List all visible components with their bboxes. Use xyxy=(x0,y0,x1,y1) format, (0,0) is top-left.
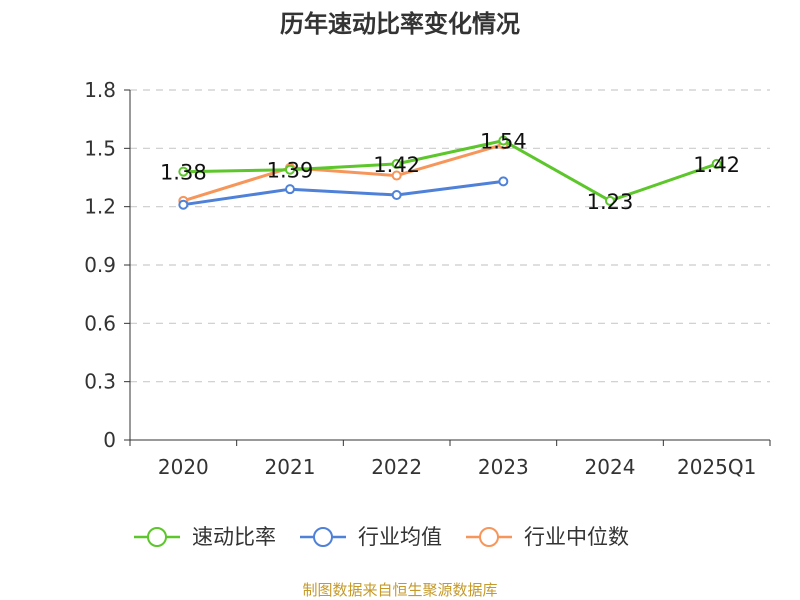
x-tick-label: 2024 xyxy=(585,455,636,479)
legend-item-1[interactable]: 速动比率 xyxy=(134,525,276,549)
y-tick-label: 0.9 xyxy=(84,253,116,277)
legend[interactable]: 速动比率 行业均值 行业中位数 xyxy=(134,525,629,549)
legend-marker xyxy=(479,527,499,547)
x-tick-label: 2020 xyxy=(158,455,209,479)
data-point[interactable] xyxy=(285,164,295,175)
data-point[interactable] xyxy=(605,195,615,206)
data-label: 1.38 xyxy=(160,161,207,185)
y-tick-label: 0 xyxy=(103,428,116,452)
legend-label: 行业中位数 xyxy=(524,525,629,549)
legend-marker xyxy=(313,527,333,547)
source-footer: 制图数据来自恒生聚源数据库 xyxy=(302,581,497,599)
chart-title: 历年速动比率变化情况 xyxy=(280,10,520,38)
y-tick-label: 1.8 xyxy=(84,78,116,102)
data-point[interactable] xyxy=(391,158,402,169)
data-label: 1.39 xyxy=(267,159,314,183)
x-tick-label: 2022 xyxy=(371,455,422,479)
data-label: 1.42 xyxy=(693,153,740,177)
legend-item-3[interactable]: 行业中位数 xyxy=(466,525,629,549)
data-point[interactable] xyxy=(391,170,402,181)
y-tick-label: 1.5 xyxy=(84,136,116,160)
y-tick-label: 0.6 xyxy=(84,311,116,335)
y-tick-label: 0.3 xyxy=(84,370,116,394)
data-labels: 1.38 1.39 1.42 1.54 1.23 1.42 xyxy=(160,130,740,214)
y-tick-label: 1.2 xyxy=(84,195,116,219)
x-tick-label: 2023 xyxy=(478,455,529,479)
data-label: 1.54 xyxy=(480,130,527,154)
data-label: 1.23 xyxy=(587,190,634,214)
data-point[interactable] xyxy=(711,158,722,169)
data-point[interactable] xyxy=(391,190,402,200)
series-layer xyxy=(178,135,722,210)
series-line-1 xyxy=(181,139,719,203)
grid-lines xyxy=(130,89,770,383)
data-point[interactable] xyxy=(498,176,509,187)
data-point[interactable] xyxy=(285,184,295,195)
series-line-2 xyxy=(181,179,505,207)
legend-label: 速动比率 xyxy=(192,525,276,549)
data-point[interactable] xyxy=(498,135,509,146)
x-tick-label: 2025Q1 xyxy=(677,455,756,479)
legend-label: 行业均值 xyxy=(358,525,442,549)
axes: 0 0.3 0.6 0.9 1.2 1.5 1.8 2020 2021 2022 2023 2024 2… xyxy=(84,78,771,479)
data-point[interactable] xyxy=(178,166,189,177)
legend-item-2[interactable]: 行业均值 xyxy=(300,525,442,549)
data-label: 1.42 xyxy=(373,153,420,177)
legend-marker xyxy=(147,527,167,547)
data-point[interactable] xyxy=(178,199,189,210)
series-line-3 xyxy=(181,142,505,203)
x-tick-label: 2021 xyxy=(265,455,316,479)
